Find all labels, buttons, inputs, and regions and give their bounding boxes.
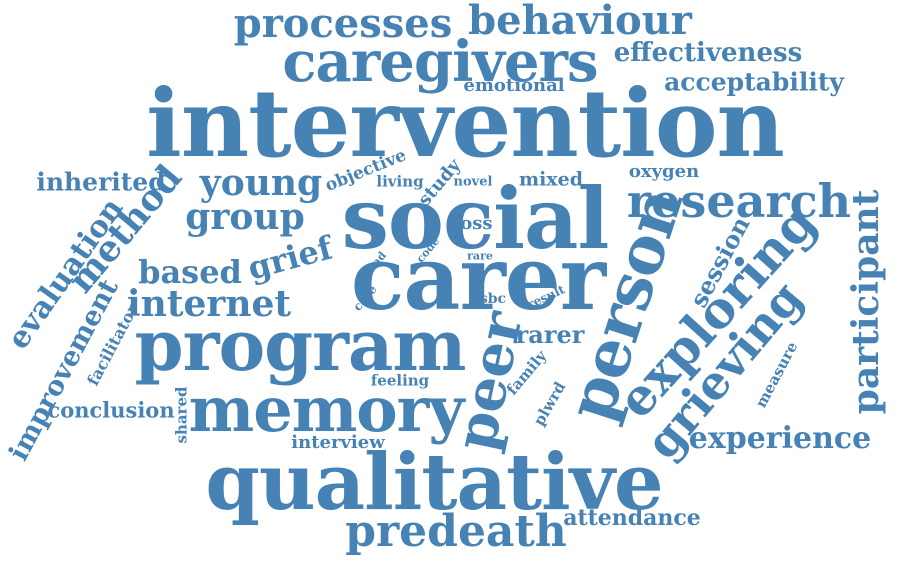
word-memory: memory <box>188 373 465 446</box>
word-emotional: emotional <box>463 75 565 96</box>
word-internet: internet <box>126 283 292 325</box>
word-acceptability: acceptability <box>664 67 844 97</box>
word-intervention: intervention <box>146 69 785 179</box>
word-interview: interview <box>291 432 385 453</box>
word-conclusion: conclusion <box>47 397 175 423</box>
word-social: social <box>341 169 610 268</box>
word-inherited: inherited <box>36 167 166 197</box>
word-mixed: mixed <box>518 168 584 191</box>
word-experience: experience <box>688 421 872 456</box>
word-behaviour: behaviour <box>468 0 692 44</box>
word-rarer: rarer <box>515 320 585 349</box>
word-qualitative: qualitative <box>205 437 663 528</box>
word-based: based <box>138 253 242 291</box>
word-shared: shared <box>172 386 191 444</box>
word-group: group <box>185 196 305 238</box>
word-research: research <box>626 174 852 228</box>
word-young: young <box>199 162 323 204</box>
word-attendance: attendance <box>563 505 701 531</box>
word-loss: loss <box>453 213 493 234</box>
word-time: time <box>440 269 454 301</box>
word-novel: novel <box>453 174 493 190</box>
word-living: living <box>376 172 424 191</box>
word-rare: rare <box>467 249 493 263</box>
word-grief: grief <box>243 228 337 288</box>
word-oxygen: oxygen <box>628 161 700 182</box>
word-carer: carer <box>350 226 606 330</box>
word-feeling: feeling <box>370 371 430 390</box>
word-predeath: predeath <box>345 506 567 557</box>
word-effectiveness: effectiveness <box>613 38 803 68</box>
word-caregivers: caregivers <box>282 29 598 95</box>
word-participant: participant <box>845 189 887 415</box>
word-ssbc: ssbc <box>471 291 507 307</box>
word-program: program <box>134 304 467 387</box>
word-processes: processes <box>233 0 453 47</box>
